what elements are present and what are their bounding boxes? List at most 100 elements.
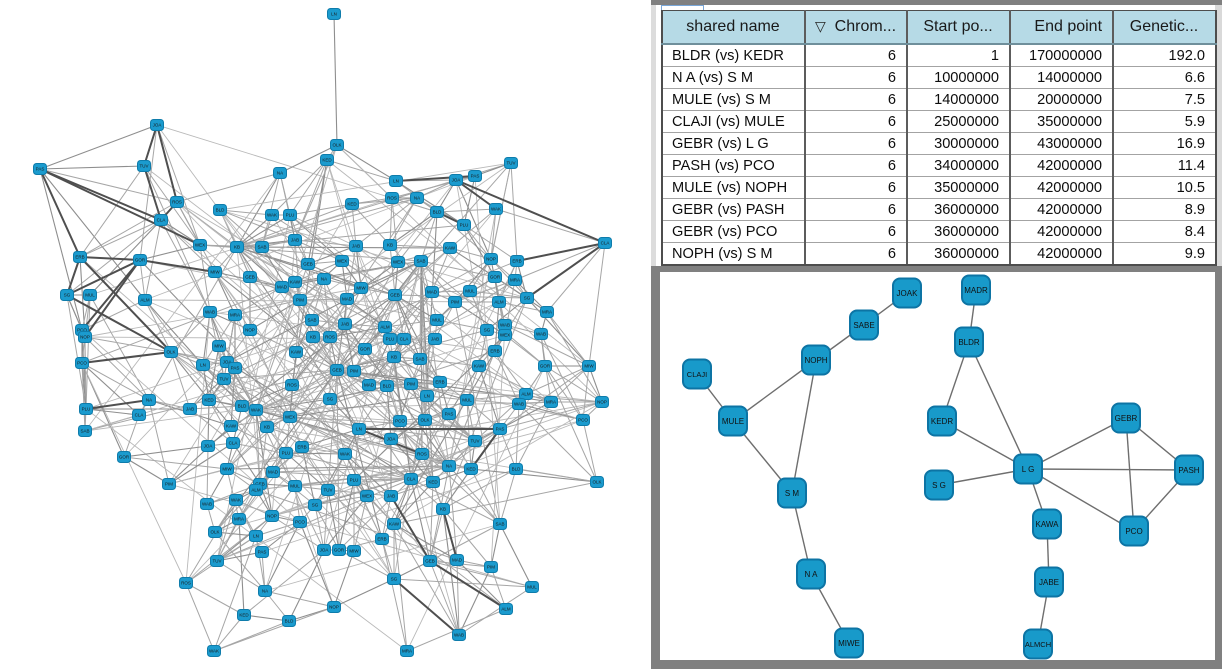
svg-text:SG: SG bbox=[312, 503, 319, 508]
svg-text:JAB: JAB bbox=[387, 494, 395, 499]
svg-text:SAB: SAB bbox=[80, 429, 89, 434]
svg-text:ALM: ALM bbox=[380, 325, 390, 330]
svg-text:MRA: MRA bbox=[510, 278, 520, 283]
svg-text:NOP: NOP bbox=[486, 257, 496, 262]
svg-text:OLK: OLK bbox=[592, 480, 601, 485]
svg-text:GOR: GOR bbox=[135, 258, 146, 263]
svg-text:NOPH: NOPH bbox=[804, 356, 827, 365]
svg-text:JOA: JOA bbox=[223, 360, 232, 365]
svg-text:SG: SG bbox=[64, 293, 71, 298]
svg-text:L G: L G bbox=[1022, 465, 1035, 474]
svg-text:GEB: GEB bbox=[390, 293, 400, 298]
svg-text:PCO: PCO bbox=[1125, 527, 1142, 536]
svg-text:MIW: MIW bbox=[584, 364, 594, 369]
svg-text:KED: KED bbox=[239, 613, 249, 618]
svg-text:KB: KB bbox=[391, 355, 397, 360]
svg-text:LN: LN bbox=[331, 12, 337, 17]
svg-text:ALMCH: ALMCH bbox=[1025, 640, 1051, 649]
svg-text:SG: SG bbox=[327, 397, 334, 402]
svg-text:ALM: ALM bbox=[501, 607, 511, 612]
svg-text:MRA: MRA bbox=[542, 310, 552, 315]
svg-text:PIM: PIM bbox=[487, 565, 495, 570]
svg-text:ROS: ROS bbox=[287, 383, 297, 388]
svg-text:JABE: JABE bbox=[1039, 578, 1059, 587]
svg-text:ERB: ERB bbox=[490, 349, 499, 354]
svg-text:PAS: PAS bbox=[36, 167, 45, 172]
svg-text:S M: S M bbox=[785, 489, 800, 498]
svg-text:KAW: KAW bbox=[290, 280, 301, 285]
svg-text:JOA: JOA bbox=[387, 437, 396, 442]
svg-text:PAS: PAS bbox=[231, 366, 240, 371]
svg-text:GOR: GOR bbox=[334, 548, 345, 553]
svg-text:LN: LN bbox=[253, 534, 259, 539]
svg-text:BLD: BLD bbox=[285, 619, 295, 624]
svg-text:KAW: KAW bbox=[389, 522, 400, 527]
svg-text:WAK: WAK bbox=[491, 207, 501, 212]
svg-text:NOP: NOP bbox=[80, 335, 90, 340]
svg-text:OLK: OLK bbox=[166, 350, 175, 355]
svg-text:JAB: JAB bbox=[352, 244, 360, 249]
svg-text:PIM: PIM bbox=[296, 298, 304, 303]
svg-text:ROS: ROS bbox=[172, 200, 182, 205]
svg-text:GEB: GEB bbox=[425, 559, 435, 564]
svg-text:PASH: PASH bbox=[1178, 466, 1199, 475]
svg-text:WAK: WAK bbox=[340, 452, 350, 457]
svg-text:ROS: ROS bbox=[387, 196, 397, 201]
svg-text:LN: LN bbox=[424, 394, 430, 399]
svg-text:WAK: WAK bbox=[251, 408, 261, 413]
svg-text:JOA: JOA bbox=[153, 123, 162, 128]
svg-text:MIW: MIW bbox=[349, 549, 359, 554]
svg-text:LN: LN bbox=[393, 179, 399, 184]
svg-text:NA: NA bbox=[146, 398, 152, 403]
svg-text:JOA: JOA bbox=[452, 178, 461, 183]
svg-text:PAS: PAS bbox=[496, 427, 505, 432]
svg-text:WEX: WEX bbox=[393, 260, 403, 265]
svg-text:NOP: NOP bbox=[329, 605, 339, 610]
svg-text:PCO: PCO bbox=[395, 419, 405, 424]
svg-text:KED: KED bbox=[347, 202, 357, 207]
svg-text:KED: KED bbox=[428, 480, 438, 485]
svg-text:PIM: PIM bbox=[451, 300, 459, 305]
svg-text:ERB: ERB bbox=[435, 380, 444, 385]
svg-text:LN: LN bbox=[356, 427, 362, 432]
svg-text:PCO: PCO bbox=[578, 418, 588, 423]
svg-text:JOA: JOA bbox=[320, 548, 329, 553]
svg-text:GEB: GEB bbox=[245, 275, 255, 280]
svg-text:GEBR: GEBR bbox=[1115, 414, 1138, 423]
svg-text:ROS: ROS bbox=[417, 452, 427, 457]
svg-text:SAB: SAB bbox=[495, 522, 504, 527]
svg-text:ERB: ERB bbox=[377, 537, 386, 542]
svg-text:PIM: PIM bbox=[165, 482, 173, 487]
svg-text:ROS: ROS bbox=[181, 581, 191, 586]
svg-text:GEB: GEB bbox=[303, 262, 313, 267]
svg-text:PLU: PLU bbox=[286, 213, 295, 218]
svg-text:KAWA: KAWA bbox=[1036, 520, 1060, 529]
svg-text:MRA: MRA bbox=[230, 313, 240, 318]
svg-text:GOR: GOR bbox=[360, 347, 371, 352]
svg-text:BLD: BLD bbox=[383, 384, 393, 389]
svg-text:MIW: MIW bbox=[222, 467, 232, 472]
svg-text:OLK: OLK bbox=[420, 418, 429, 423]
svg-text:KAW: KAW bbox=[226, 424, 237, 429]
svg-text:KB: KB bbox=[234, 245, 240, 250]
svg-text:PAS: PAS bbox=[258, 550, 267, 555]
svg-text:PCO: PCO bbox=[77, 328, 87, 333]
svg-text:SAB: SAB bbox=[307, 318, 316, 323]
svg-text:MAD: MAD bbox=[452, 558, 463, 563]
svg-text:NOP: NOP bbox=[245, 328, 255, 333]
svg-text:NOP: NOP bbox=[267, 514, 277, 519]
svg-text:CLA: CLA bbox=[407, 477, 416, 482]
svg-text:MRA: MRA bbox=[402, 649, 412, 654]
svg-text:NA: NA bbox=[262, 589, 268, 594]
svg-text:PLU: PLU bbox=[82, 407, 91, 412]
svg-text:NA: NA bbox=[321, 277, 327, 282]
svg-text:ALM: ALM bbox=[140, 298, 150, 303]
svg-text:WAB: WAB bbox=[205, 310, 215, 315]
svg-text:CLA: CLA bbox=[135, 413, 144, 418]
svg-text:ERB: ERB bbox=[512, 259, 521, 264]
svg-text:SAB: SAB bbox=[257, 245, 266, 250]
svg-text:PLU: PLU bbox=[350, 478, 359, 483]
svg-text:GOR: GOR bbox=[490, 275, 501, 280]
svg-text:N A: N A bbox=[805, 570, 819, 579]
svg-text:KAW: KAW bbox=[291, 350, 302, 355]
